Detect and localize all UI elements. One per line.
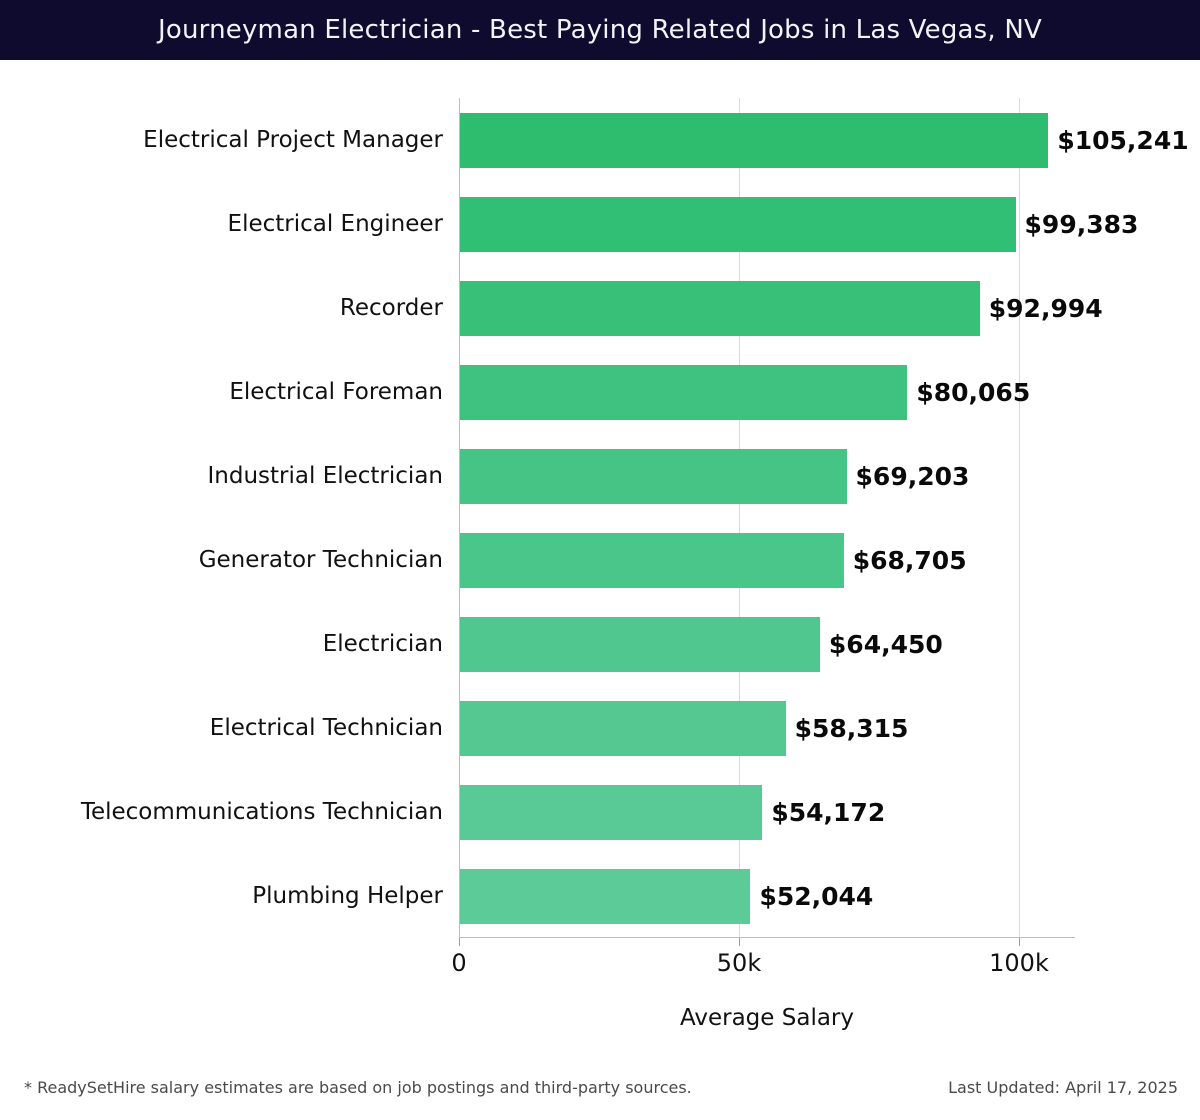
bar-value-label: $52,044	[759, 881, 874, 911]
bar-row: Plumbing Helper $52,044	[0, 868, 1200, 924]
bar[interactable]	[459, 700, 786, 756]
x-axis-title: Average Salary	[679, 1005, 854, 1031]
bar-value-label: $64,450	[828, 629, 943, 659]
bar-row: Electrician $64,450	[0, 616, 1200, 672]
footer-last-updated: Last Updated: April 17, 2025	[948, 1078, 1178, 1097]
bar-row: Telecommunications Technician $54,172	[0, 784, 1200, 840]
chart-header: Journeyman Electrician - Best Paying Rel…	[0, 0, 1200, 60]
bar-row: Electrical Project Manager $105,241	[0, 112, 1200, 168]
x-tick-label: 50k	[716, 949, 762, 977]
bar[interactable]	[459, 196, 1016, 252]
x-tick-mark	[459, 938, 460, 946]
bar[interactable]	[459, 280, 980, 336]
x-tick-label: 0	[451, 949, 467, 977]
page-title: Journeyman Electrician - Best Paying Rel…	[158, 15, 1042, 45]
gridline	[739, 98, 740, 938]
bar-value-label: $80,065	[916, 377, 1031, 407]
x-tick-label: 100k	[989, 949, 1049, 977]
category-label: Electrician	[322, 630, 443, 657]
category-label: Electrical Engineer	[227, 210, 443, 237]
gridline	[1019, 98, 1020, 938]
x-tick-mark	[1019, 938, 1020, 946]
bar-row: Electrical Technician $58,315	[0, 700, 1200, 756]
bar-value-label: $68,705	[852, 545, 967, 575]
category-label: Electrical Technician	[209, 714, 443, 741]
category-label: Telecommunications Technician	[80, 798, 443, 825]
x-tick-mark	[739, 938, 740, 946]
bar-row: Generator Technician $68,705	[0, 532, 1200, 588]
category-label: Electrical Project Manager	[143, 126, 443, 153]
category-label: Generator Technician	[198, 546, 443, 573]
bar[interactable]	[459, 448, 847, 504]
y-axis-line	[459, 98, 460, 938]
bar-value-label: $92,994	[988, 293, 1103, 323]
bar[interactable]	[459, 784, 763, 840]
bar[interactable]	[459, 616, 820, 672]
bar[interactable]	[459, 532, 844, 588]
footer-disclaimer: * ReadySetHire salary estimates are base…	[24, 1078, 692, 1097]
category-label: Recorder	[339, 294, 443, 321]
plot-region: 0 50k 100k Electrical Project Manager $105,…	[0, 60, 1200, 1060]
category-label: Electrical Foreman	[229, 378, 443, 405]
category-label: Industrial Electrician	[207, 462, 443, 489]
bar-row: Industrial Electrician $69,203	[0, 448, 1200, 504]
x-axis-line	[459, 937, 1075, 938]
bar-row: Electrical Engineer $99,383	[0, 196, 1200, 252]
bar-value-label: $99,383	[1024, 209, 1139, 239]
bar[interactable]	[459, 868, 751, 924]
bar-value-label: $58,315	[794, 713, 909, 743]
bar-value-label: $54,172	[771, 797, 886, 827]
chart-footer: * ReadySetHire salary estimates are base…	[0, 1060, 1200, 1120]
bar-value-label: $105,241	[1057, 125, 1189, 155]
bar-row: Recorder $92,994	[0, 280, 1200, 336]
bar-value-label: $69,203	[855, 461, 970, 491]
bar[interactable]	[459, 364, 908, 420]
bar-row: Electrical Foreman $80,065	[0, 364, 1200, 420]
category-label: Plumbing Helper	[252, 882, 443, 909]
bar[interactable]	[459, 112, 1049, 168]
